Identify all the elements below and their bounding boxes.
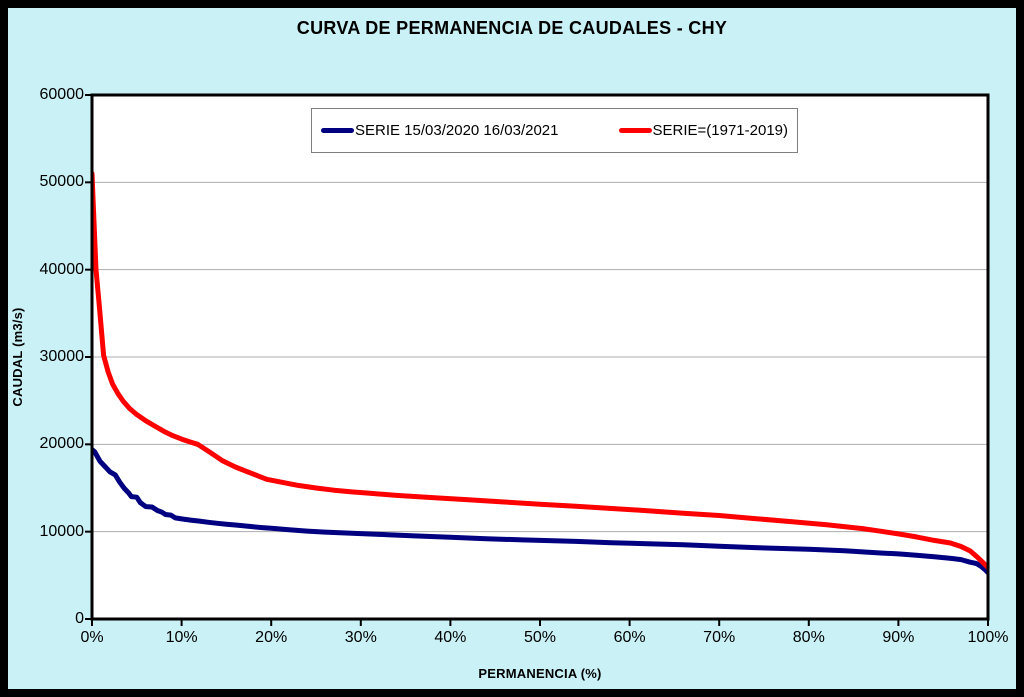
legend: SERIE 15/03/2020 16/03/2021 SERIE=(1971-… [311,108,798,153]
x-tick-label: 0% [80,629,104,646]
y-tick-label: 30000 [39,348,85,365]
legend-line-red-icon [618,128,652,133]
x-tick-label: 60% [613,629,646,646]
legend-entry-serie-2020-2021: SERIE 15/03/2020 16/03/2021 [321,122,559,139]
y-tick-label: 60000 [39,86,85,103]
x-tick-label: 30% [344,629,377,646]
legend-line-blue-icon [321,128,354,133]
y-tick-label: 0 [75,610,84,627]
x-tick-label: 10% [165,629,198,646]
x-axis-title: PERMANENCIA (%) [478,666,602,681]
legend-label-serie-2020-2021: SERIE 15/03/2020 16/03/2021 [355,122,559,139]
y-tick-label: 20000 [39,435,85,453]
x-tick-label: 50% [523,629,557,646]
x-tick-label: 20% [255,629,288,646]
y-tick-label: 40000 [39,260,85,278]
x-tick-label: 70% [703,629,736,646]
y-tick-label: 50000 [39,173,85,191]
x-tick-label: 90% [882,629,915,646]
x-tick-label: 40% [434,629,467,646]
y-tick-label: 10000 [39,522,85,540]
legend-entry-serie-1971-2019: SERIE=(1971-2019) [618,122,789,139]
legend-label-serie-1971-2019: SERIE=(1971-2019) [652,122,789,139]
x-tick-label: 100% [967,629,1009,646]
chart-title: CURVA DE PERMANENCIA DE CAUDALES - CHY [296,18,728,38]
x-tick-label: 80% [792,629,825,646]
y-axis-title: CAUDAL (m3/s) [10,307,25,407]
